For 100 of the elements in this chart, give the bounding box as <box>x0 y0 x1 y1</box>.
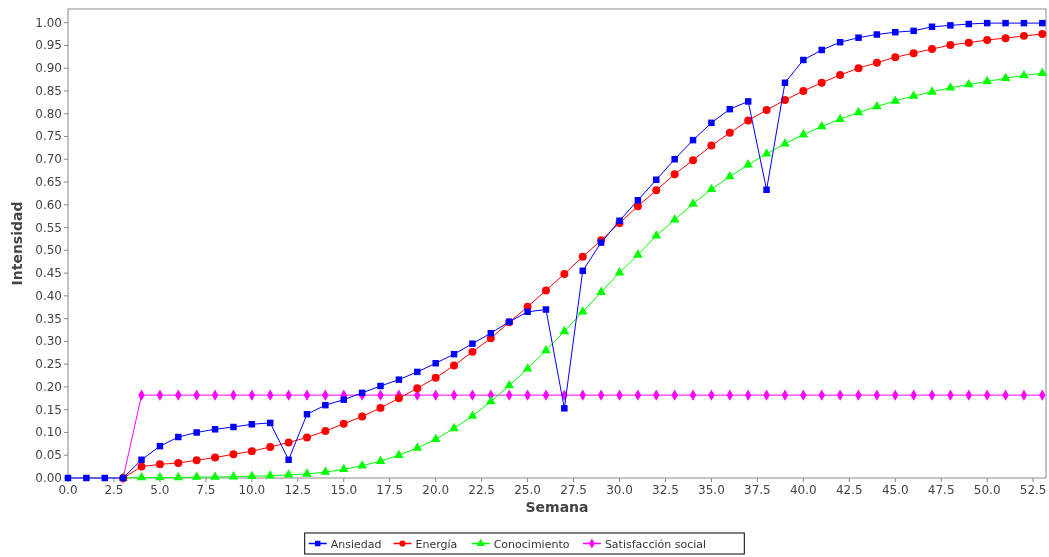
point <box>414 368 421 376</box>
point <box>136 472 147 481</box>
y-tick-label: 0.75 <box>35 129 62 144</box>
y-tick-label: 0.65 <box>35 175 62 190</box>
point <box>947 22 954 29</box>
point <box>522 363 533 372</box>
x-tick-label: 17.5 <box>376 483 404 497</box>
point <box>285 456 292 464</box>
y-tick-label: 0.25 <box>35 357 62 372</box>
point <box>155 460 164 469</box>
point <box>377 382 384 390</box>
point <box>83 474 90 482</box>
point <box>891 53 900 62</box>
point <box>855 34 862 41</box>
point <box>211 453 220 462</box>
legend-label: Satisfacción social <box>604 538 707 551</box>
point <box>799 86 808 95</box>
point <box>596 286 606 295</box>
point <box>230 423 237 431</box>
point <box>963 79 974 88</box>
point <box>229 450 238 459</box>
y-tick-label: 0.50 <box>35 243 62 258</box>
x-tick-label: 37.5 <box>744 483 771 497</box>
point <box>1019 69 1029 79</box>
point <box>138 456 145 464</box>
x-tick-label: 32.5 <box>652 483 679 497</box>
point <box>577 306 588 315</box>
point <box>818 46 825 54</box>
point <box>559 325 570 335</box>
y-tick-label: 0.20 <box>35 379 62 394</box>
point <box>707 141 716 150</box>
point <box>284 438 293 447</box>
y-tick-label: 0.80 <box>35 106 62 121</box>
point <box>321 427 330 436</box>
point <box>835 113 845 122</box>
point <box>689 156 698 165</box>
point <box>541 286 550 295</box>
point <box>469 340 476 347</box>
x-tick-label: 50.0 <box>973 483 1001 497</box>
y-tick-label: 0.55 <box>35 220 62 235</box>
point <box>468 347 477 356</box>
point <box>541 344 551 354</box>
point <box>155 472 165 481</box>
point <box>303 433 311 442</box>
point <box>854 64 863 73</box>
legend-label: Energía <box>415 538 458 551</box>
point <box>890 95 901 104</box>
point <box>780 138 790 147</box>
point <box>247 447 256 456</box>
legend-label: Ansiedad <box>330 538 382 551</box>
point <box>175 433 182 441</box>
y-tick-label: 0.60 <box>35 197 62 212</box>
point <box>1000 72 1011 81</box>
point <box>946 40 955 49</box>
point <box>908 90 919 99</box>
x-tick-label: 0.0 <box>58 483 78 497</box>
point <box>561 405 568 412</box>
point <box>1037 67 1048 76</box>
point <box>743 159 753 168</box>
y-tick-label: 0.40 <box>35 288 62 303</box>
point <box>1039 19 1046 27</box>
point <box>945 82 956 91</box>
x-tick-label: 12.5 <box>284 483 312 497</box>
y-tick-label: 0.30 <box>35 334 62 349</box>
x-tick-label: 25.0 <box>514 483 541 497</box>
point <box>394 449 404 459</box>
x-tick-label: 10.0 <box>238 483 266 497</box>
y-tick-label: 0.05 <box>35 448 62 463</box>
point <box>873 31 881 38</box>
point <box>504 380 515 389</box>
point <box>909 49 918 58</box>
point <box>395 376 403 383</box>
point <box>853 106 864 116</box>
point <box>1019 31 1028 40</box>
point <box>798 129 809 138</box>
y-tick-label: 0.10 <box>35 425 62 440</box>
y-tick-label: 0.95 <box>35 38 62 53</box>
point <box>320 466 331 475</box>
point <box>708 119 715 127</box>
point <box>633 249 643 258</box>
point <box>467 410 478 419</box>
point <box>137 462 146 471</box>
point <box>614 267 625 276</box>
y-tick-label: 0.00 <box>35 471 62 485</box>
point <box>670 170 679 179</box>
point <box>872 100 882 110</box>
x-tick-label: 22.5 <box>468 483 495 497</box>
point <box>340 396 347 403</box>
y-tick-label: 0.85 <box>35 83 62 98</box>
point <box>173 472 184 481</box>
point <box>872 58 881 67</box>
point <box>669 214 680 223</box>
point <box>578 252 587 261</box>
point <box>816 120 827 130</box>
point <box>524 308 531 316</box>
x-tick-label: 5.0 <box>150 483 170 497</box>
point <box>339 419 348 428</box>
point <box>761 148 772 157</box>
legend-label: Conocimiento <box>493 538 570 551</box>
point <box>744 116 753 125</box>
